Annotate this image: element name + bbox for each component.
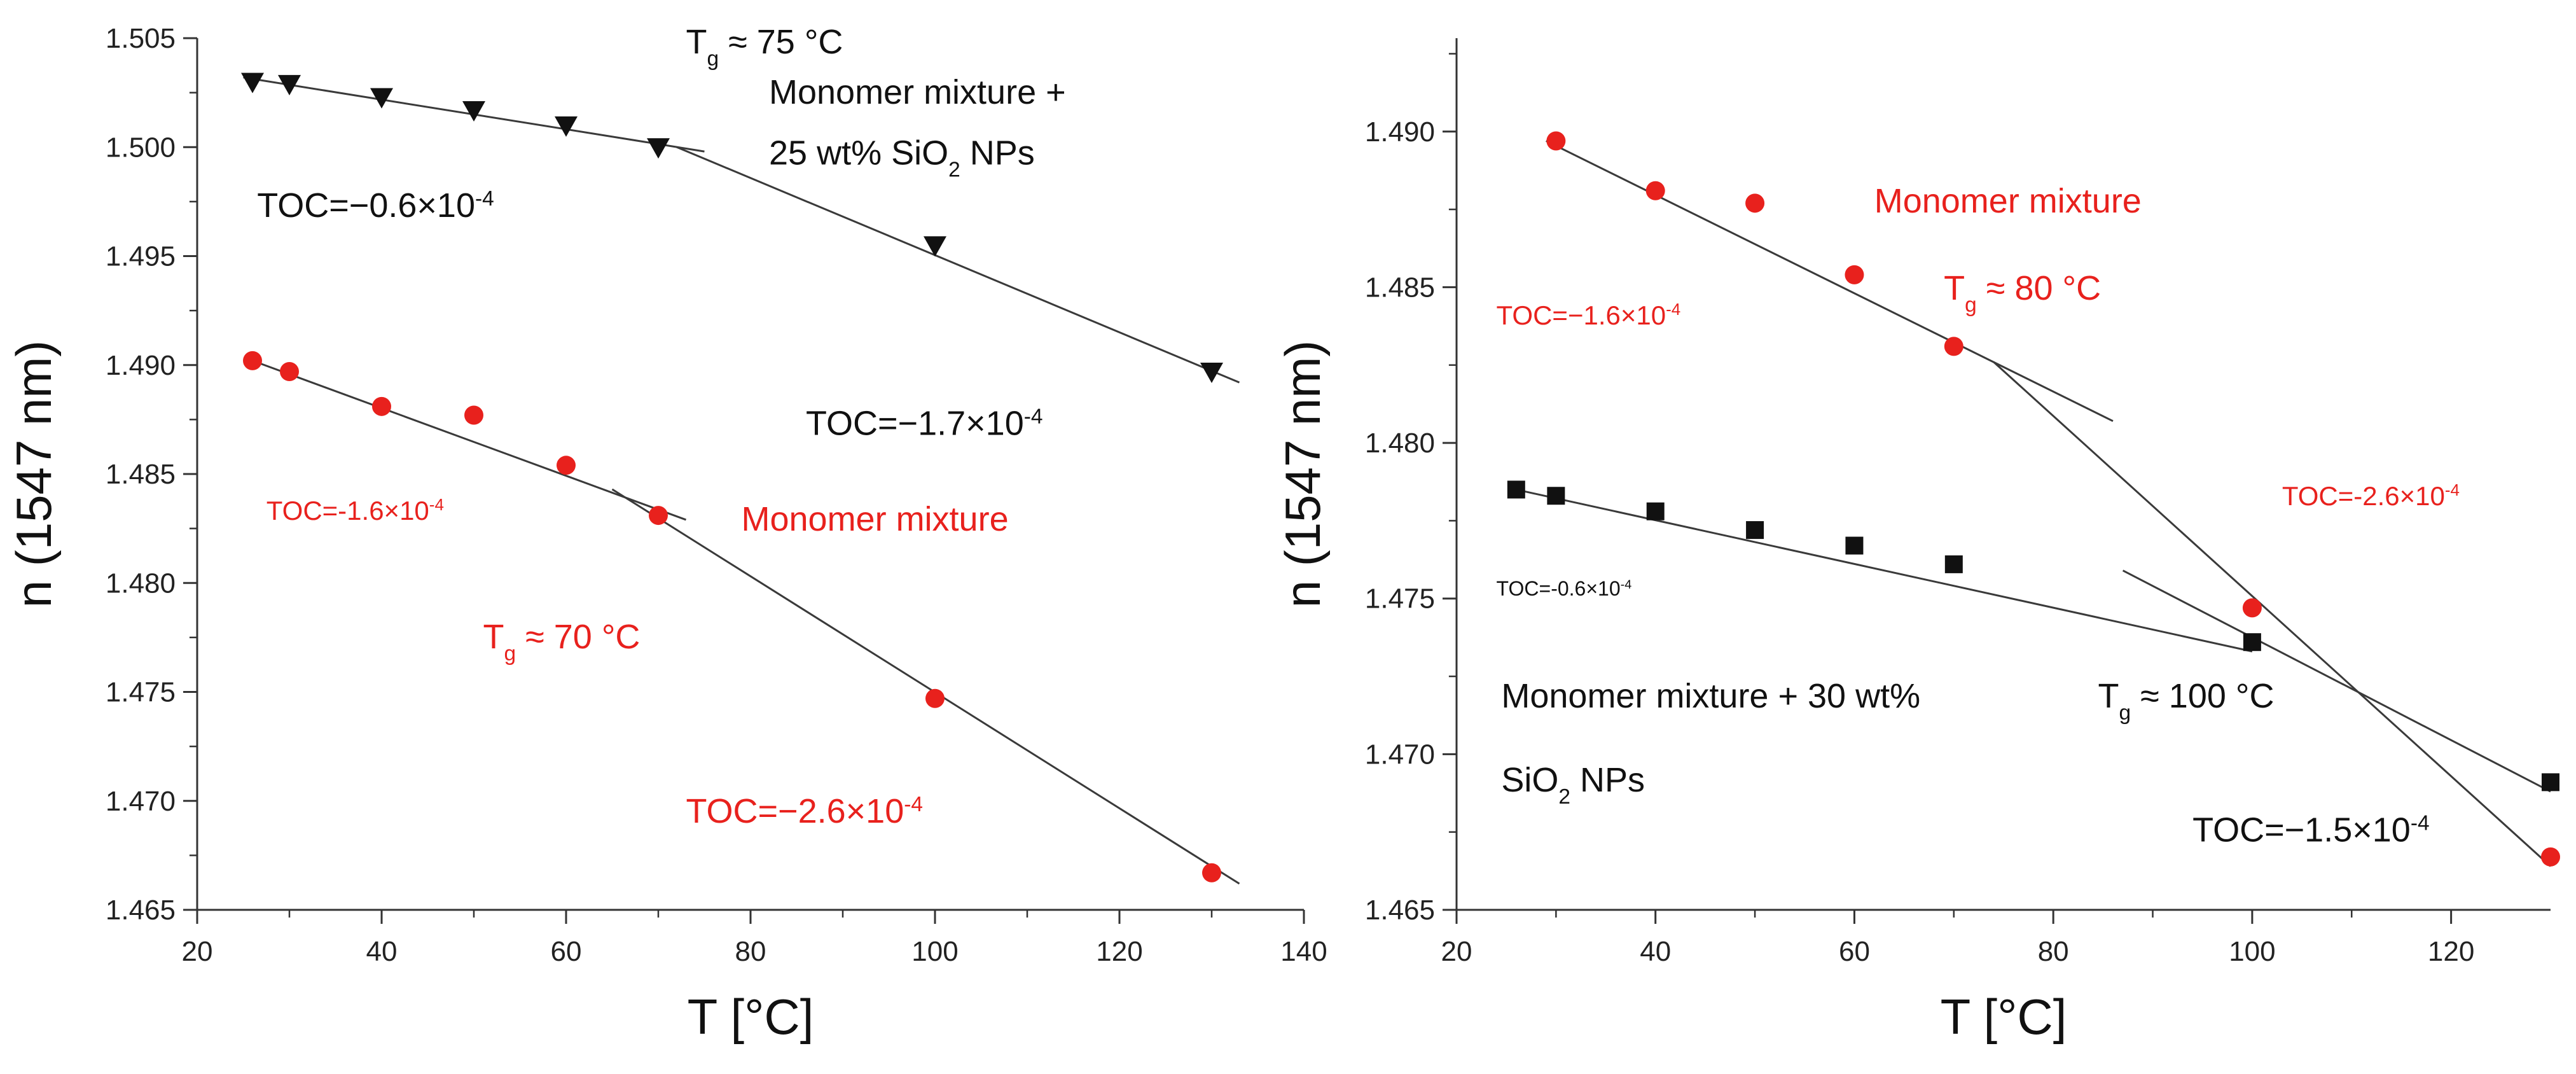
data-point (243, 351, 262, 370)
annotation: TOC=−2.6×10-4 (686, 792, 924, 830)
data-point (278, 74, 301, 95)
x-tick-label: 40 (366, 936, 398, 967)
y-tick-label: 1.505 (106, 23, 176, 54)
data-point (2542, 773, 2559, 792)
data-point (649, 506, 668, 526)
y-tick-label: 1.485 (1365, 272, 1435, 303)
y-tick-label: 1.485 (106, 459, 176, 490)
y-tick-label: 1.495 (106, 241, 176, 272)
data-point (1646, 502, 1665, 520)
x-tick-label: 100 (2229, 936, 2275, 967)
data-point (1944, 337, 1963, 356)
data-point (1547, 487, 1565, 505)
y-tick-label: 1.480 (106, 568, 176, 599)
x-tick-label: 60 (551, 936, 582, 967)
fit-line (1546, 140, 2114, 422)
x-tick-label: 20 (182, 936, 213, 967)
y-tick-label: 1.465 (1365, 895, 1435, 926)
fit-line (1993, 361, 2552, 867)
data-point (464, 405, 483, 425)
y-tick-label: 1.470 (1365, 739, 1435, 770)
y-axis-title: n (1547 nm) (1275, 340, 1331, 608)
annotation: TOC=−1.5×10-4 (2192, 811, 2430, 849)
data-point (2242, 598, 2262, 618)
data-point (1746, 521, 1764, 540)
annotation: Tg ≈ 75 °C (686, 23, 843, 71)
x-tick-label: 80 (2038, 936, 2069, 967)
fit-line (252, 359, 687, 521)
annotation: Tg ≈ 70 °C (483, 618, 641, 666)
annotation: TOC=-1.6×10-4 (267, 495, 444, 526)
y-tick-label: 1.500 (106, 132, 176, 163)
annotation: TOC=-0.6×10-4 (1497, 577, 1632, 600)
data-point (372, 396, 391, 416)
data-point (555, 116, 578, 137)
annotation: Monomer mixture (742, 500, 1009, 538)
x-tick-label: 40 (1640, 936, 1671, 967)
y-tick-label: 1.465 (106, 895, 176, 926)
y-axis-title: n (1547 nm) (6, 340, 62, 608)
fit-line (2122, 569, 2551, 793)
annotation: TOC=−1.6×10-4 (1497, 300, 1681, 330)
data-point (1200, 363, 1223, 384)
y-tick-label: 1.480 (1365, 428, 1435, 459)
data-point (1546, 131, 1566, 151)
y-tick-label: 1.490 (1365, 116, 1435, 148)
annotation: Tg ≈ 100 °C (2098, 677, 2275, 725)
data-point (241, 73, 264, 94)
data-point (280, 362, 299, 382)
x-tick-label: 100 (911, 936, 958, 967)
data-point (1944, 555, 1963, 573)
data-point (1507, 480, 1525, 499)
data-point (1745, 193, 1765, 213)
annotation: 25 wt% SiO2 NPs (769, 134, 1035, 182)
annotation: TOC=-2.6×10-4 (2282, 480, 2460, 511)
left-chart: 20 40 60 80 100 120 140 1.465 1.470 1.475 1.480 1.4… (6, 23, 1327, 1045)
data-point (1202, 863, 1221, 882)
x-tick-label: 140 (1280, 936, 1327, 967)
annotation: TOC=−1.7×10-4 (806, 404, 1043, 442)
x-tick-label: 60 (1839, 936, 1870, 967)
fit-line (1516, 488, 2253, 653)
fit-line (676, 146, 1240, 384)
data-point (647, 138, 670, 159)
right-chart: 20 40 60 80 100 120 1.465 1.470 1.475 1.480 1.485 1… (1275, 38, 2560, 1045)
annotation: Monomer mixture (1874, 182, 2142, 220)
data-point (1845, 536, 1864, 555)
data-point (462, 101, 485, 122)
y-tick-label: 1.475 (1365, 583, 1435, 615)
data-point (1645, 181, 1665, 200)
x-axis-title: T [°C] (688, 989, 814, 1045)
x-tick-label: 20 (1441, 936, 1472, 967)
fit-line (611, 488, 1240, 885)
data-point (2243, 633, 2261, 652)
data-point (925, 688, 945, 708)
x-tick-label: 80 (735, 936, 766, 967)
annotation: SiO2 NPs (1501, 761, 1645, 809)
x-tick-label: 120 (2428, 936, 2474, 967)
annotation: Tg ≈ 80 °C (1944, 269, 2101, 317)
data-point (557, 456, 576, 475)
x-axis-title: T [°C] (1941, 989, 2067, 1045)
data-point (924, 236, 946, 257)
annotation: Monomer mixture + (769, 73, 1066, 111)
data-point (2541, 847, 2560, 867)
y-tick-label: 1.490 (106, 350, 176, 381)
annotation: TOC=−0.6×10-4 (257, 186, 494, 225)
y-tick-label: 1.470 (106, 786, 176, 817)
y-tick-label: 1.475 (106, 677, 176, 708)
data-point (370, 88, 393, 109)
annotation: Monomer mixture + 30 wt% (1501, 677, 1920, 715)
data-point (1845, 265, 1864, 284)
x-tick-label: 120 (1096, 936, 1142, 967)
